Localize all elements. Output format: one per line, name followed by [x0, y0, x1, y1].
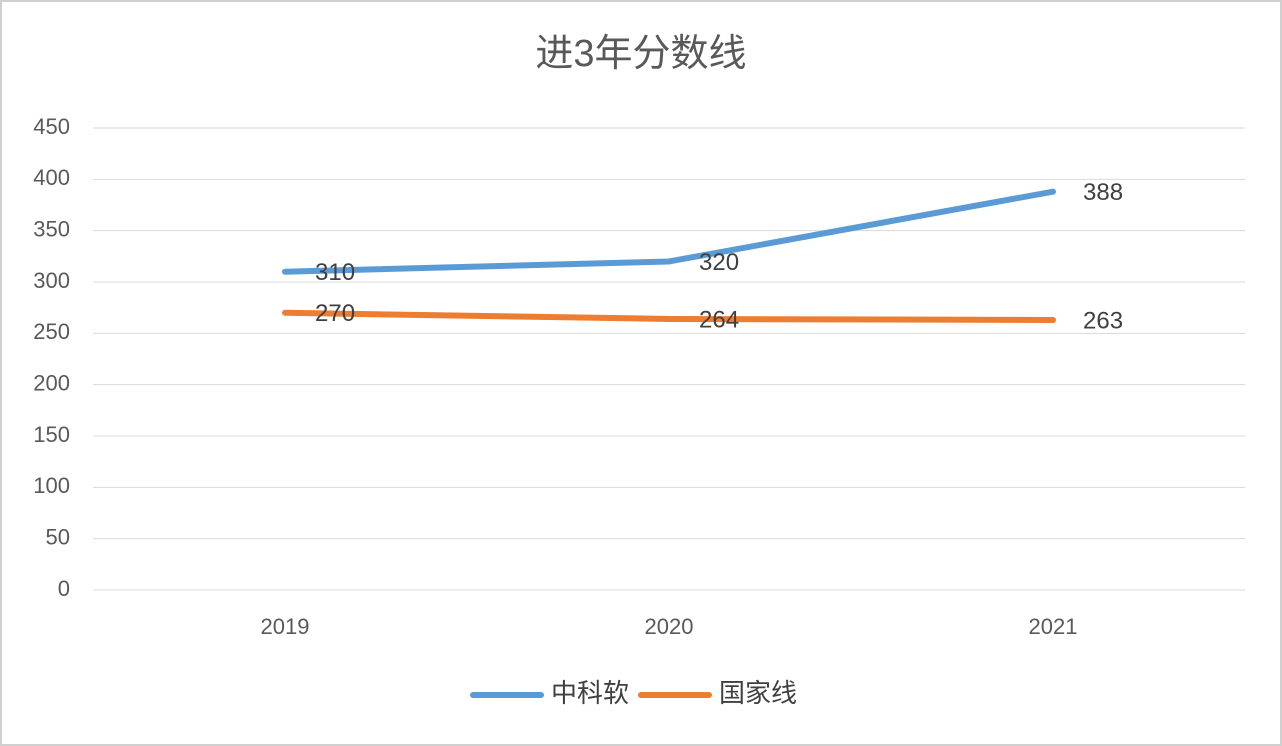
data-label: 320 [699, 249, 739, 276]
y-tick-label: 400 [33, 165, 70, 190]
y-tick-label: 50 [46, 524, 70, 549]
y-tick-label: 100 [33, 473, 70, 498]
y-tick-label: 200 [33, 370, 70, 395]
x-tick-label: 2021 [1029, 614, 1078, 639]
series-line [282, 188, 1056, 275]
data-label: 264 [699, 306, 739, 333]
data-label: 388 [1083, 179, 1123, 206]
y-tick-label: 250 [33, 319, 70, 344]
series-line [282, 309, 1056, 323]
y-tick-label: 0 [58, 576, 70, 601]
chart-title: 进3年分数线 [535, 33, 746, 75]
y-tick-label: 150 [33, 422, 70, 447]
legend-label: 国家线 [719, 678, 797, 708]
y-tick-label: 350 [33, 216, 70, 241]
data-label: 263 [1083, 307, 1123, 334]
y-tick-label: 300 [33, 268, 70, 293]
x-tick-label: 2019 [261, 614, 310, 639]
legend-label: 中科软 [551, 678, 629, 708]
y-tick-label: 450 [33, 114, 70, 139]
data-label: 310 [315, 259, 355, 286]
x-tick-label: 2020 [645, 614, 694, 639]
data-label: 270 [315, 300, 355, 327]
